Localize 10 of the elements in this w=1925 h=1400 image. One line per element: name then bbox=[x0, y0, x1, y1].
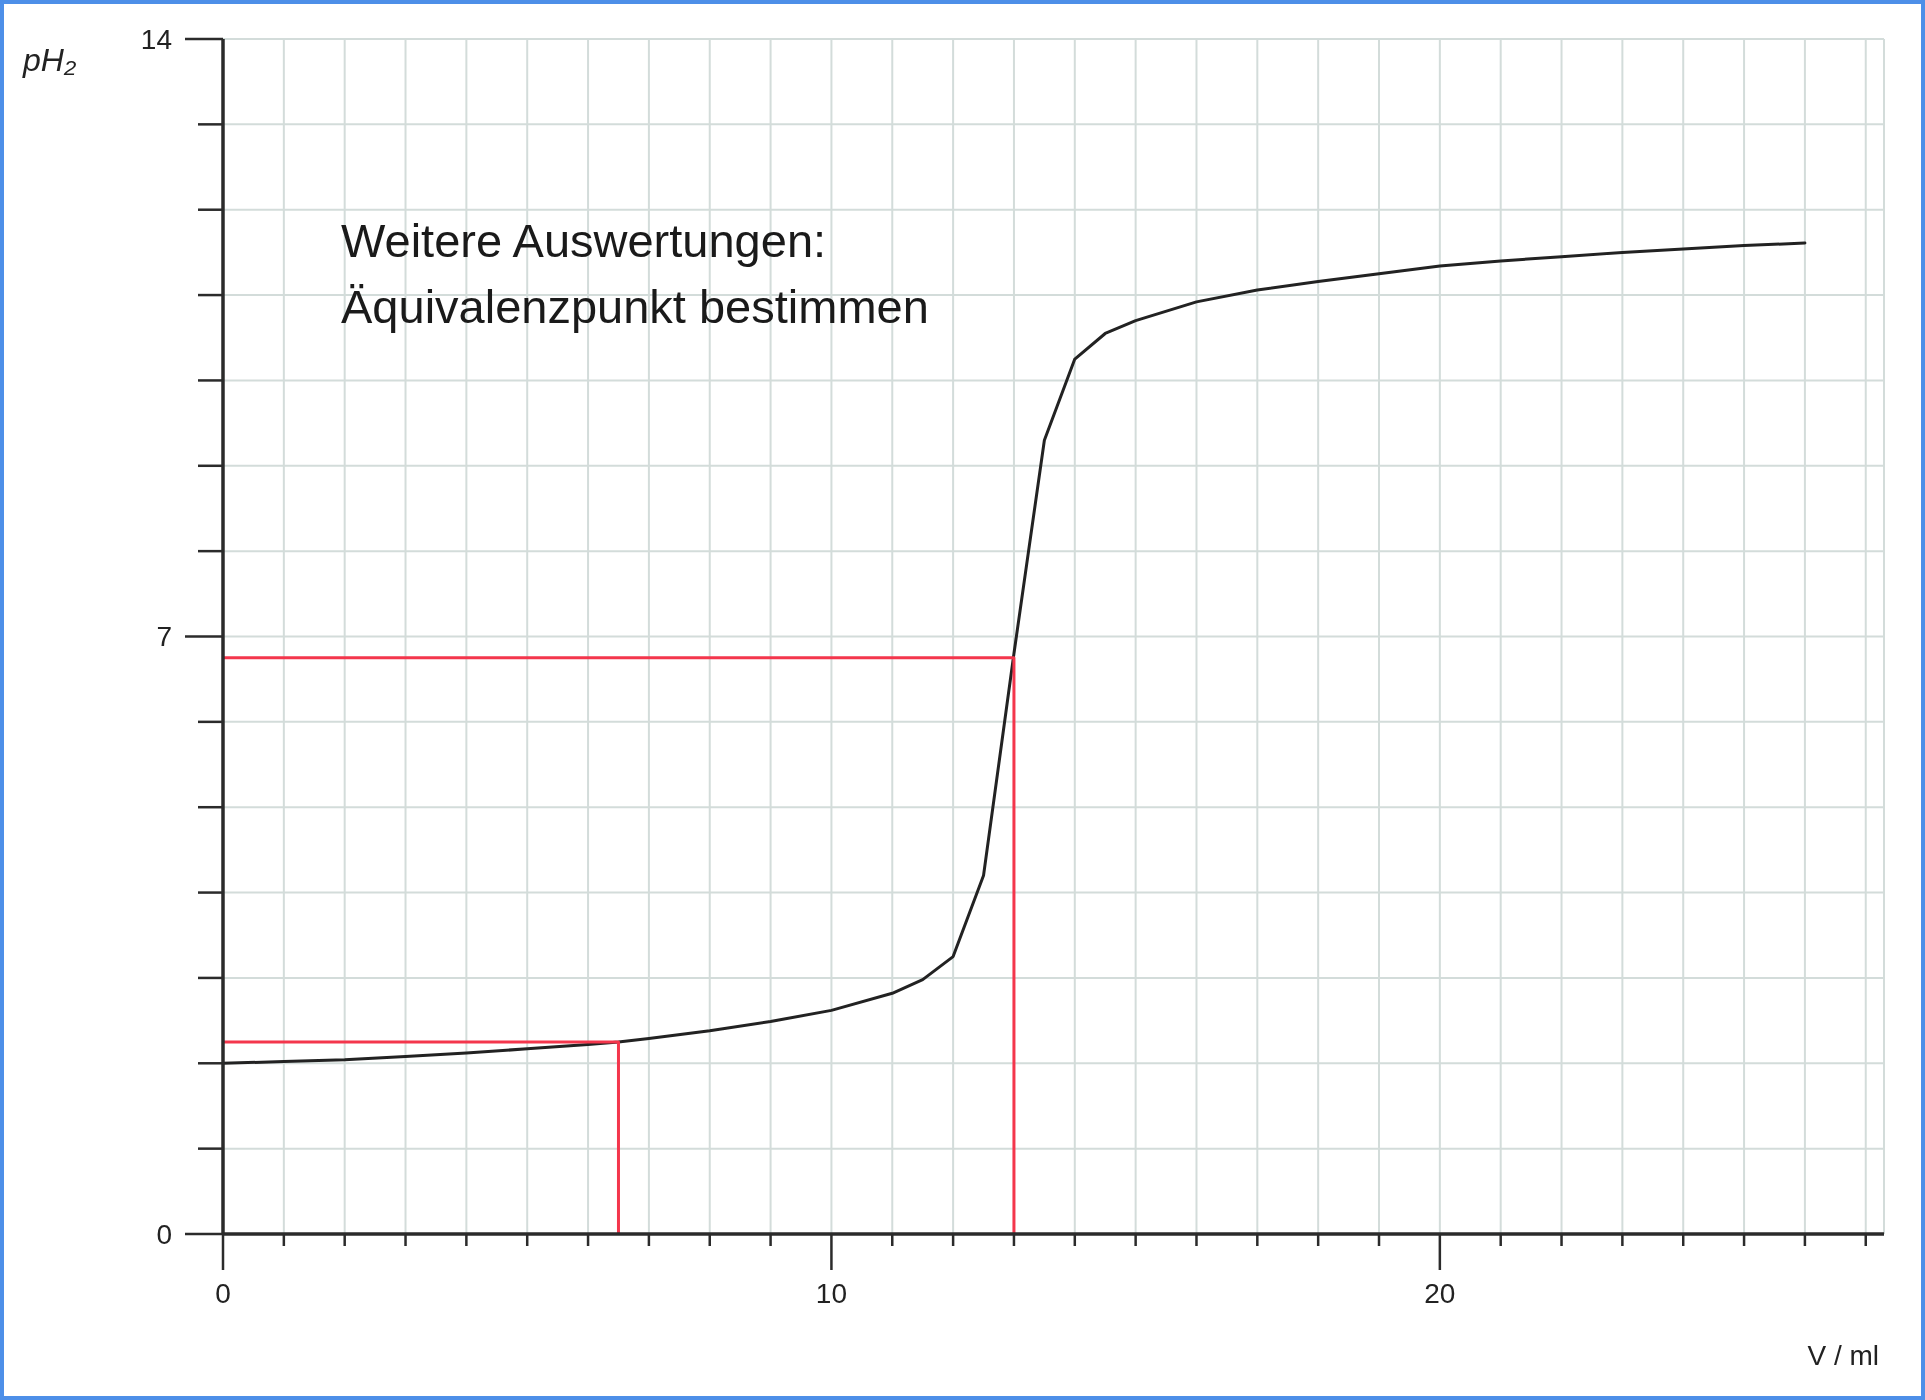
x-tick-label: 0 bbox=[215, 1277, 231, 1309]
annotation: Weitere Auswertungen: bbox=[341, 213, 828, 269]
x-axis-title: V / ml bbox=[1807, 1340, 1879, 1371]
y-tick-label: 7 bbox=[156, 621, 172, 652]
y-axis-title: pH₂ bbox=[23, 42, 77, 78]
y-tick-label: 14 bbox=[140, 23, 172, 55]
x-tick-label: 20 bbox=[1424, 1277, 1456, 1309]
annotation: Äquivalenzpunkt bestimmen bbox=[341, 279, 929, 335]
y-tick-label: 0 bbox=[156, 1218, 172, 1250]
x-tick-label: 10 bbox=[815, 1277, 847, 1309]
